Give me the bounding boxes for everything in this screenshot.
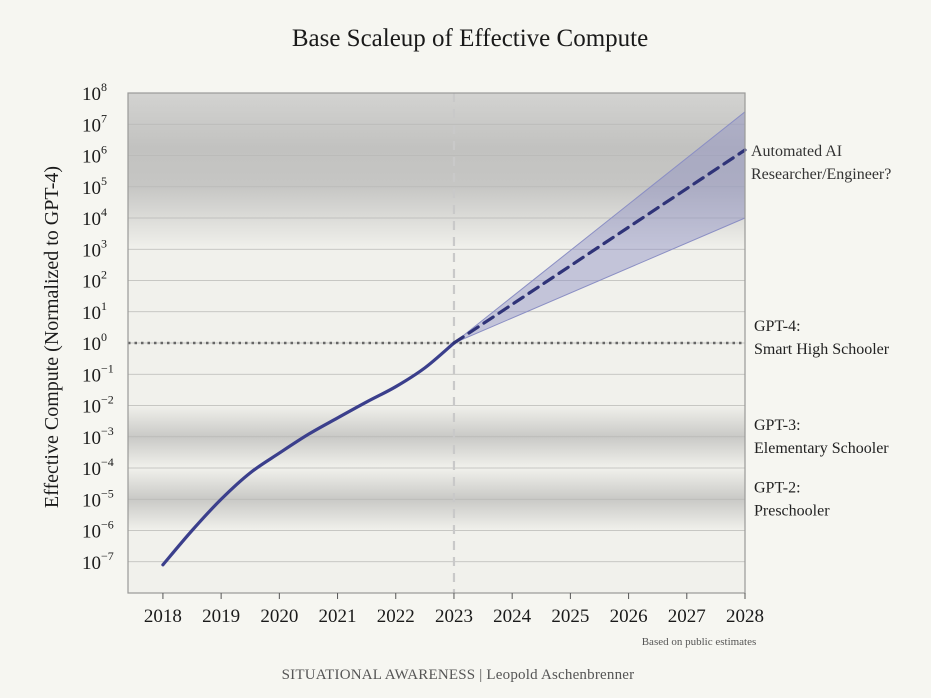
x-tick-label: 2019: [202, 606, 240, 627]
y-tick-label: 101: [82, 299, 107, 324]
y-tick-label: 10−6: [82, 518, 114, 543]
capability-band: [128, 93, 745, 250]
y-tick-label: 10−3: [82, 424, 114, 449]
annotation-gpt3: GPT-3:: [754, 417, 801, 434]
y-tick-label: 108: [82, 80, 107, 105]
y-tick-label: 105: [82, 174, 107, 199]
x-tick-label: 2020: [260, 606, 298, 627]
y-tick-label: 104: [82, 205, 107, 230]
x-tick-label: 2026: [610, 606, 648, 627]
annotation-gpt3: Elementary Schooler: [754, 440, 889, 457]
annotation-gpt4: GPT-4:: [754, 318, 801, 335]
y-tick-label: 10−7: [82, 549, 114, 574]
y-tick-label: 10−1: [82, 361, 114, 386]
footer-credit: SITUATIONAL AWARENESS | Leopold Aschenbr…: [282, 667, 635, 683]
y-tick-label: 107: [82, 111, 107, 136]
y-tick-label: 10−2: [82, 393, 114, 418]
annotation-ai-researcher: Automated AI: [751, 143, 842, 160]
x-tick-label: 2021: [319, 606, 357, 627]
chart-title: Base Scaleup of Effective Compute: [292, 25, 648, 52]
x-tick-label: 2027: [668, 606, 706, 627]
projection-line: [452, 148, 747, 345]
historical-line: [161, 341, 456, 567]
y-tick-label: 102: [82, 268, 107, 293]
annotation-gpt4: Smart High Schooler: [754, 341, 890, 358]
x-tick-label: 2028: [726, 606, 764, 627]
x-tick-label: 2022: [377, 606, 415, 627]
x-tick-label: 2025: [551, 606, 589, 627]
y-tick-label: 100: [82, 330, 107, 355]
y-tick-label: 103: [82, 236, 107, 261]
x-tick-label: 2024: [493, 606, 532, 627]
annotation-gpt2: GPT-2:: [754, 479, 801, 496]
plot-frame: [127, 92, 746, 594]
y-tick-label: 10−4: [82, 455, 114, 480]
y-tick-label: 106: [82, 143, 107, 168]
annotation-ai-researcher: Researcher/Engineer?: [751, 166, 891, 183]
y-tick-label: 10−5: [82, 486, 114, 511]
x-tick-label: 2023: [435, 606, 473, 627]
y-axis-label: Effective Compute (Normalized to GPT-4): [41, 166, 63, 508]
source-note: Based on public estimates: [642, 636, 757, 648]
x-tick-label: 2018: [144, 606, 182, 627]
annotation-gpt2: Preschooler: [754, 502, 830, 519]
